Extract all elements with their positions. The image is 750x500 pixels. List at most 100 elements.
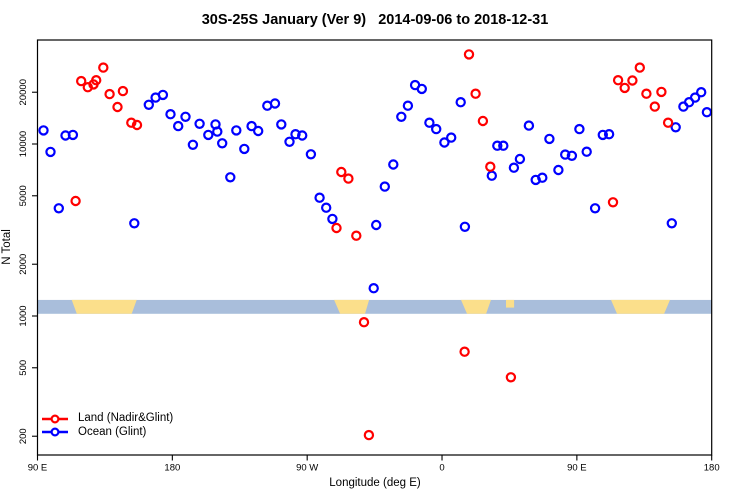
- data-point-ocean: [396, 111, 407, 123]
- data-point-ocean: [689, 92, 701, 103]
- data-point-ocean: [553, 164, 564, 176]
- data-point-ocean: [439, 137, 450, 148]
- data-point-land: [363, 429, 375, 441]
- data-point-ocean: [239, 143, 250, 155]
- x-axis-title: Longitude (deg E): [329, 477, 421, 489]
- legend: Land (Nadir&Glint) Ocean (Glint): [40, 412, 173, 439]
- data-point-ocean: [269, 98, 281, 109]
- data-point-land: [336, 166, 347, 178]
- data-point-land: [104, 88, 115, 100]
- data-point-ocean: [45, 146, 56, 158]
- data-point-land: [477, 115, 489, 127]
- legend-item-ocean-label: Ocean (Glint): [78, 425, 147, 438]
- data-point-ocean: [581, 146, 592, 157]
- data-point-ocean: [402, 100, 414, 111]
- data-point-ocean: [455, 96, 466, 108]
- legend-item-land-label: Land (Nadir&Glint): [78, 412, 174, 424]
- data-point-land: [90, 74, 102, 86]
- data-point-ocean: [212, 126, 223, 137]
- data-point-ocean: [670, 122, 681, 133]
- data-point-land: [351, 230, 362, 241]
- data-point-ocean: [305, 149, 317, 160]
- data-point-ocean: [327, 213, 338, 225]
- data-point-ocean: [431, 123, 442, 135]
- y-tick-label: 200: [18, 428, 29, 444]
- data-point-land: [131, 119, 143, 131]
- y-axis-title: N Total: [1, 229, 13, 265]
- data-point-land: [634, 62, 646, 73]
- data-point-ocean: [194, 118, 205, 130]
- data-point-ocean: [284, 136, 295, 147]
- y-tick-label: 10000: [18, 131, 29, 157]
- plot-box: [36, 39, 713, 456]
- data-point-ocean: [560, 149, 571, 160]
- data-point-land: [470, 88, 481, 99]
- data-point-ocean: [589, 203, 601, 214]
- x-tick-label: 90 W: [296, 463, 318, 474]
- land-band-segment: [71, 299, 137, 314]
- data-point-land: [98, 62, 109, 73]
- data-point-ocean: [165, 108, 176, 120]
- land-band-segment: [611, 299, 670, 314]
- data-point-ocean: [231, 125, 242, 136]
- data-point-land: [656, 86, 667, 98]
- data-point-land: [75, 75, 87, 87]
- data-point-ocean: [314, 192, 325, 203]
- x-tick-label: 90 E: [28, 463, 48, 474]
- data-point-ocean: [388, 159, 399, 170]
- data-point-land: [459, 346, 470, 357]
- y-tick-label: 1000: [18, 305, 29, 326]
- data-point-land: [627, 75, 638, 86]
- data-point-ocean: [603, 128, 615, 140]
- data-point-ocean: [53, 203, 65, 214]
- data-point-ocean: [246, 120, 257, 132]
- data-point-land: [607, 197, 619, 208]
- data-point-ocean: [129, 218, 140, 229]
- data-point-ocean: [172, 120, 184, 132]
- x-tick-label: 180: [704, 463, 720, 474]
- data-point-ocean: [696, 86, 707, 98]
- data-point-ocean: [187, 139, 199, 150]
- data-point-land: [505, 372, 517, 383]
- data-point-ocean: [424, 117, 435, 128]
- data-point-land: [619, 82, 630, 94]
- data-point-ocean: [379, 181, 390, 192]
- data-point-ocean: [544, 133, 555, 145]
- data-point-land: [463, 49, 475, 60]
- land-marker-icon: [42, 414, 68, 424]
- data-point-ocean: [492, 140, 503, 151]
- x-tick-label: 90 E: [567, 463, 587, 474]
- data-point-land: [117, 85, 129, 97]
- data-point-ocean: [486, 170, 497, 181]
- data-point-ocean: [276, 119, 287, 130]
- data-point-land: [331, 222, 342, 234]
- data-point-ocean: [597, 129, 609, 141]
- data-point-ocean: [180, 111, 191, 123]
- x-tick-label: 0: [439, 463, 444, 474]
- data-point-ocean: [666, 218, 678, 229]
- data-point-ocean: [216, 138, 228, 149]
- y-tick-label: 500: [18, 360, 29, 376]
- land-band-segment: [461, 299, 491, 314]
- data-point-ocean: [253, 125, 264, 137]
- data-point-ocean: [290, 128, 301, 140]
- data-point-ocean: [297, 130, 308, 141]
- data-point-ocean: [203, 129, 214, 141]
- data-point-land: [358, 317, 370, 328]
- data-point-ocean: [143, 99, 154, 111]
- legend-item-land: Land (Nadir&Glint): [40, 412, 173, 426]
- data-point-ocean: [574, 123, 585, 135]
- data-point-ocean: [537, 172, 548, 183]
- data-point-ocean: [514, 153, 526, 165]
- data-point-ocean: [523, 120, 535, 131]
- data-point-land: [126, 117, 137, 128]
- data-point-ocean: [416, 83, 427, 95]
- data-point-ocean: [157, 89, 169, 101]
- data-point-ocean: [67, 129, 79, 141]
- ocean-marker-icon: [42, 427, 68, 437]
- data-point-ocean: [701, 106, 713, 118]
- land-band-segment: [506, 299, 515, 308]
- legend-item-ocean: Ocean (Glint): [40, 426, 173, 440]
